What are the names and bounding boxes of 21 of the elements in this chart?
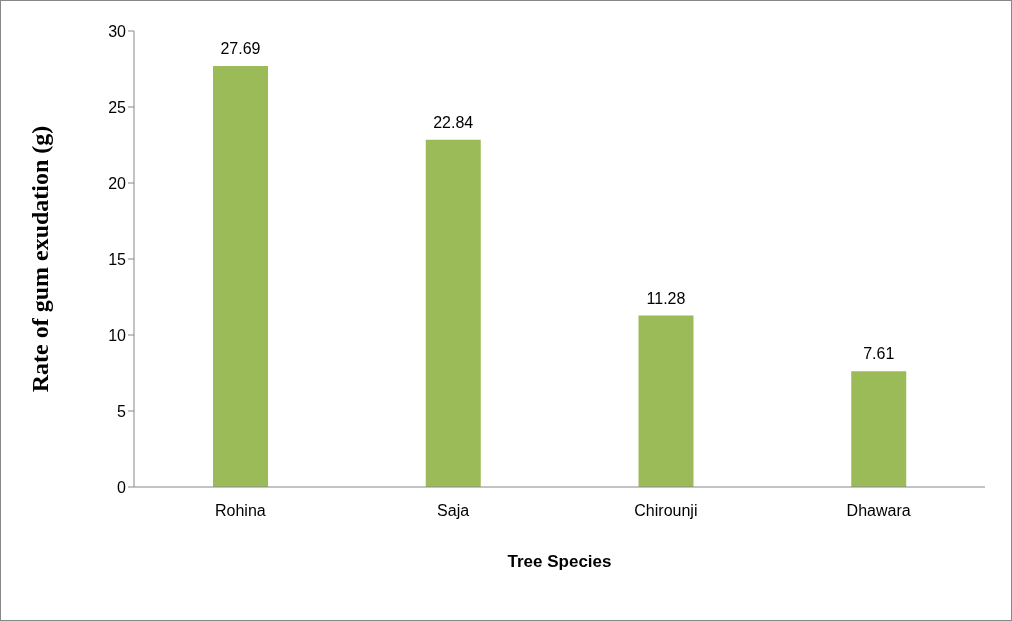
y-tick-label: 10 — [108, 326, 127, 344]
bar — [425, 139, 481, 487]
y-tick-label: 0 — [117, 478, 127, 496]
bar — [213, 66, 268, 487]
y-tick-label: 30 — [108, 22, 127, 40]
bar — [851, 371, 907, 487]
y-tick-label: 15 — [108, 250, 127, 268]
x-axis-title: Tree Species — [507, 552, 612, 571]
x-tick-label: Chirounji — [634, 502, 698, 520]
data-label: 11.28 — [646, 289, 686, 307]
data-label: 7.61 — [863, 345, 895, 363]
x-tick-label: Saja — [437, 502, 470, 520]
data-label: 22.84 — [433, 113, 474, 131]
y-tick-label: 25 — [108, 98, 127, 116]
y-axis-title: Rate of gum exudation (g) — [26, 125, 53, 393]
x-tick-label: Rohina — [215, 502, 266, 520]
y-tick-label: 5 — [117, 402, 127, 420]
x-tick-label: Dhawara — [846, 502, 911, 520]
bar — [638, 315, 694, 487]
y-tick-label: 20 — [108, 174, 127, 192]
data-label: 27.69 — [220, 40, 261, 58]
